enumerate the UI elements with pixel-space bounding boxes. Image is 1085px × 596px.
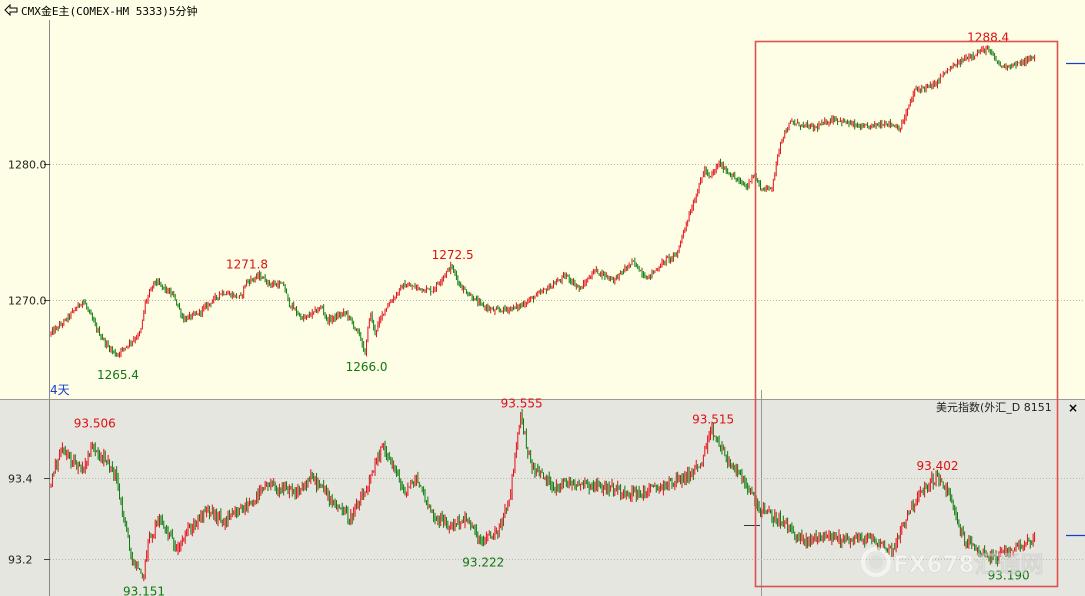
upper-panel-bg <box>0 20 1085 400</box>
low-annotation: 93.222 <box>462 555 504 569</box>
lower-panel-bg <box>0 400 1085 596</box>
usd-index-title: 美元指数(外汇_D 8151 <box>936 400 1052 414</box>
y-tick-label: 93.2 <box>8 554 33 567</box>
lower-grid: 93.2 93.4 <box>8 473 1085 567</box>
upper-grid: 1270.0 1280.0 <box>8 159 1085 308</box>
y-tick-label: 1280.0 <box>8 159 47 172</box>
high-annotation: 93.402 <box>917 459 959 473</box>
back-arrow-icon[interactable] <box>4 4 18 16</box>
high-annotation: 93.506 <box>74 416 116 430</box>
high-annotation: 93.555 <box>501 396 543 410</box>
high-annotation: 1272.5 <box>432 248 474 262</box>
high-annotation: 1271.8 <box>226 258 268 272</box>
low-annotation: 1265.4 <box>97 368 139 382</box>
low-annotation: 1266.0 <box>346 360 388 374</box>
usd-index-candles <box>50 409 1036 582</box>
highlight-box <box>754 40 1059 588</box>
fx678-logo-core <box>869 555 883 569</box>
period-label: 4天 <box>50 383 70 397</box>
usd-annotations: 93.506 93.555 93.515 93.402 93.151 93.222 93.1… <box>74 396 1030 596</box>
gold-candles <box>50 45 1036 358</box>
y-tick-label: 1270.0 <box>8 295 47 308</box>
chart-title: CMX金E主(COMEX-HM 5333)5分钟 <box>21 5 198 18</box>
high-annotation: 93.515 <box>692 413 734 427</box>
fx678-logo-icon <box>861 547 891 577</box>
low-annotation: 93.190 <box>988 568 1030 582</box>
high-annotation: 1288.4 <box>967 31 1009 45</box>
watermark-text: FX678汇通网 <box>893 552 1043 578</box>
y-tick-label: 93.4 <box>8 473 33 486</box>
chart-area[interactable]: 1270.0 1280.0 93.2 93.4 4天 1271.8 1272.5 128… <box>0 20 1085 596</box>
close-icon[interactable]: × <box>1068 401 1078 415</box>
watermark: FX678汇通网 <box>861 547 1044 578</box>
low-annotation: 93.151 <box>123 584 165 596</box>
title-bar: CMX金E主(COMEX-HM 5333)5分钟 <box>0 0 1085 21</box>
